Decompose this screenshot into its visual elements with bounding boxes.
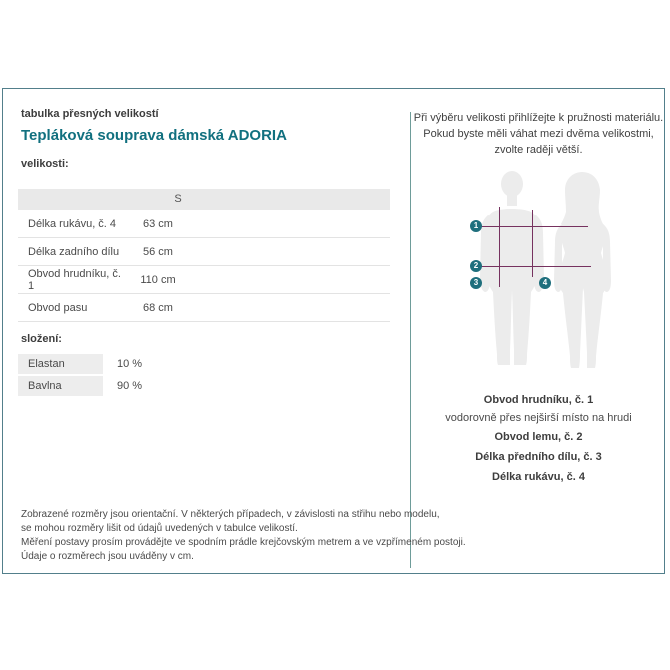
- measure-name: Délka rukávu, č. 4: [28, 217, 117, 230]
- advice-line: Při výběru velikosti přihlížejte k pružn…: [413, 112, 664, 124]
- measurement-disclaimer: Zobrazené rozměry jsou orientační. V něk…: [21, 508, 466, 564]
- table-row: Délka zadního dílu 56 cm: [18, 238, 390, 266]
- measure-value: 110 cm: [140, 273, 176, 286]
- disclaimer-line: Údaje o rozměrech jsou uváděny v cm.: [21, 551, 194, 562]
- marker-2-icon: 2: [470, 260, 482, 272]
- disclaimer-line: se mohou rozměry lišit od údajů uvedenýc…: [21, 523, 298, 534]
- size-table-header: S: [18, 189, 390, 210]
- legend-front-length: Délka předního dílu, č. 3: [475, 451, 602, 463]
- legend-chest: Obvod hrudníku, č. 1: [483, 394, 594, 406]
- material-percent: 10 %: [117, 358, 143, 370]
- material-percent: 90 %: [117, 380, 143, 392]
- table-row: Obvod hrudníku, č. 1 110 cm: [18, 266, 390, 294]
- sizes-section-label: velikosti:: [21, 158, 69, 170]
- table-row: Délka rukávu, č. 4 63 cm: [18, 210, 390, 238]
- product-title: Tepláková souprava dámská ADORIA: [21, 127, 287, 144]
- material-name: Elastan: [18, 354, 103, 374]
- measure-value: 68 cm: [143, 301, 173, 314]
- table-eyebrow-label: tabulka přesných velikostí: [21, 108, 159, 120]
- measure-name: Délka zadního dílu: [28, 245, 120, 258]
- measure-value: 63 cm: [143, 217, 173, 230]
- legend-chest-hint: vodorovně přes nejširší místo na hrudi: [445, 412, 632, 424]
- advice-line: zvolte raději větší.: [494, 144, 583, 156]
- legend-hem: Obvod lemu, č. 2: [494, 431, 583, 443]
- measure-name: Obvod pasu: [28, 301, 88, 314]
- female-silhouette: [554, 172, 611, 368]
- size-column-header: S: [174, 193, 182, 205]
- marker-4-icon: 4: [539, 277, 551, 289]
- composition-row: Bavlna 90 %: [18, 376, 390, 396]
- composition-row: Elastan 10 %: [18, 354, 390, 374]
- male-silhouette: [480, 171, 544, 365]
- marker-1-icon: 1: [470, 220, 482, 232]
- table-row: Obvod pasu 68 cm: [18, 294, 390, 322]
- size-table: S Délka rukávu, č. 4 63 cm Délka zadního…: [18, 189, 390, 322]
- measure-name: Obvod hrudníku, č. 1: [28, 267, 121, 292]
- measure-legend: Obvod hrudníku, č. 1 vodorovně přes nejš…: [412, 390, 665, 487]
- disclaimer-line: Měření postavy prosím provádějte ve spod…: [21, 537, 466, 548]
- legend-sleeve: Délka rukávu, č. 4: [492, 471, 585, 483]
- advice-line: Pokud byste měli váhat mezi dvěma veliko…: [423, 128, 654, 140]
- measurement-figure: 1 2 3 4: [455, 160, 645, 390]
- marker-3-icon: 3: [470, 277, 482, 289]
- measure-value: 56 cm: [143, 245, 173, 258]
- size-chart-panel: [2, 88, 665, 574]
- material-name: Bavlna: [18, 376, 103, 396]
- panel-divider: [410, 112, 411, 568]
- size-advice-text: Při výběru velikosti přihlížejte k pružn…: [412, 110, 665, 158]
- composition-section-label: složení:: [21, 333, 62, 345]
- disclaimer-line: Zobrazené rozměry jsou orientační. V něk…: [21, 509, 440, 520]
- body-silhouettes-image: [476, 171, 611, 368]
- composition-table: Elastan 10 % Bavlna 90 %: [18, 354, 390, 398]
